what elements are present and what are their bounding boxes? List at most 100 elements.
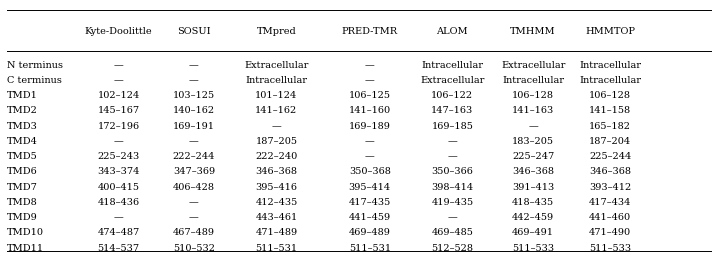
Text: 346–368: 346–368 xyxy=(512,167,554,176)
Text: SOSUI: SOSUI xyxy=(177,27,210,37)
Text: 474–487: 474–487 xyxy=(98,228,139,237)
Text: TMD4: TMD4 xyxy=(7,137,38,146)
Text: —: — xyxy=(113,213,123,222)
Text: —: — xyxy=(113,61,123,70)
Text: Kyte-Doolittle: Kyte-Doolittle xyxy=(85,27,152,37)
Text: 417–434: 417–434 xyxy=(589,198,632,207)
Text: —: — xyxy=(189,61,199,70)
Text: TMHMM: TMHMM xyxy=(510,27,556,37)
Text: TMD11: TMD11 xyxy=(7,243,45,253)
Text: 106–125: 106–125 xyxy=(349,91,391,100)
Text: —: — xyxy=(365,152,375,161)
Text: 469–485: 469–485 xyxy=(432,228,473,237)
Text: PRED-TMR: PRED-TMR xyxy=(342,27,398,37)
Text: 102–124: 102–124 xyxy=(98,91,139,100)
Text: 101–124: 101–124 xyxy=(256,91,297,100)
Text: —: — xyxy=(528,122,538,131)
Text: HMMTOP: HMMTOP xyxy=(585,27,635,37)
Text: 172–196: 172–196 xyxy=(98,122,139,131)
Text: 346–368: 346–368 xyxy=(256,167,297,176)
Text: Intracellular: Intracellular xyxy=(246,76,307,85)
Text: ALOM: ALOM xyxy=(437,27,468,37)
Text: Extracellular: Extracellular xyxy=(420,76,485,85)
Text: 510–532: 510–532 xyxy=(173,243,215,253)
Text: 511–533: 511–533 xyxy=(512,243,554,253)
Text: 406–428: 406–428 xyxy=(173,183,215,192)
Text: 169–191: 169–191 xyxy=(173,122,215,131)
Text: 169–189: 169–189 xyxy=(349,122,391,131)
Text: 417–435: 417–435 xyxy=(349,198,391,207)
Text: 183–205: 183–205 xyxy=(512,137,554,146)
Text: 511–533: 511–533 xyxy=(589,243,631,253)
Text: —: — xyxy=(447,137,457,146)
Text: 347–369: 347–369 xyxy=(173,167,215,176)
Text: TMD10: TMD10 xyxy=(7,228,45,237)
Text: Extracellular: Extracellular xyxy=(501,61,565,70)
Text: Intracellular: Intracellular xyxy=(579,61,641,70)
Text: TMD2: TMD2 xyxy=(7,106,38,115)
Text: —: — xyxy=(189,213,199,222)
Text: 222–244: 222–244 xyxy=(172,152,215,161)
Text: 140–162: 140–162 xyxy=(173,106,215,115)
Text: 398–414: 398–414 xyxy=(432,183,473,192)
Text: Extracellular: Extracellular xyxy=(244,61,309,70)
Text: 165–182: 165–182 xyxy=(589,122,631,131)
Text: 106–128: 106–128 xyxy=(589,91,631,100)
Text: —: — xyxy=(189,198,199,207)
Text: 350–368: 350–368 xyxy=(349,167,391,176)
Text: —: — xyxy=(189,76,199,85)
Text: 441–459: 441–459 xyxy=(349,213,391,222)
Text: 511–531: 511–531 xyxy=(256,243,297,253)
Text: 346–368: 346–368 xyxy=(589,167,631,176)
Text: —: — xyxy=(113,76,123,85)
Text: 222–240: 222–240 xyxy=(256,152,297,161)
Text: 187–204: 187–204 xyxy=(589,137,631,146)
Text: —: — xyxy=(271,122,281,131)
Text: TMD9: TMD9 xyxy=(7,213,38,222)
Text: 512–528: 512–528 xyxy=(432,243,473,253)
Text: 350–366: 350–366 xyxy=(432,167,473,176)
Text: 145–167: 145–167 xyxy=(98,106,139,115)
Text: 469–491: 469–491 xyxy=(512,228,554,237)
Text: C terminus: C terminus xyxy=(7,76,62,85)
Text: —: — xyxy=(365,76,375,85)
Text: TMD8: TMD8 xyxy=(7,198,38,207)
Text: TMD5: TMD5 xyxy=(7,152,38,161)
Text: Intracellular: Intracellular xyxy=(579,76,641,85)
Text: 141–162: 141–162 xyxy=(256,106,297,115)
Text: —: — xyxy=(447,213,457,222)
Text: N terminus: N terminus xyxy=(7,61,63,70)
Text: 471–490: 471–490 xyxy=(589,228,631,237)
Text: 343–374: 343–374 xyxy=(97,167,140,176)
Text: Intracellular: Intracellular xyxy=(502,76,564,85)
Text: 467–489: 467–489 xyxy=(173,228,215,237)
Text: 441–460: 441–460 xyxy=(589,213,631,222)
Text: —: — xyxy=(365,137,375,146)
Text: 469–489: 469–489 xyxy=(349,228,391,237)
Text: 395–414: 395–414 xyxy=(349,183,391,192)
Text: 443–461: 443–461 xyxy=(256,213,297,222)
Text: 225–244: 225–244 xyxy=(589,152,631,161)
Text: 418–435: 418–435 xyxy=(512,198,554,207)
Text: 147–163: 147–163 xyxy=(432,106,473,115)
Text: 400–415: 400–415 xyxy=(98,183,139,192)
Text: 514–537: 514–537 xyxy=(98,243,139,253)
Text: 141–158: 141–158 xyxy=(589,106,631,115)
Text: 418–436: 418–436 xyxy=(98,198,139,207)
Text: TMD1: TMD1 xyxy=(7,91,38,100)
Text: —: — xyxy=(365,61,375,70)
Text: 471–489: 471–489 xyxy=(256,228,297,237)
Text: 393–412: 393–412 xyxy=(589,183,631,192)
Text: 412–435: 412–435 xyxy=(256,198,297,207)
Text: 511–531: 511–531 xyxy=(349,243,391,253)
Text: 169–185: 169–185 xyxy=(432,122,473,131)
Text: TMD3: TMD3 xyxy=(7,122,38,131)
Text: 187–205: 187–205 xyxy=(256,137,297,146)
Text: 391–413: 391–413 xyxy=(512,183,554,192)
Text: 106–128: 106–128 xyxy=(512,91,554,100)
Text: TMD6: TMD6 xyxy=(7,167,38,176)
Text: Intracellular: Intracellular xyxy=(421,61,483,70)
Text: —: — xyxy=(447,152,457,161)
Text: 103–125: 103–125 xyxy=(173,91,215,100)
Text: 141–163: 141–163 xyxy=(512,106,554,115)
